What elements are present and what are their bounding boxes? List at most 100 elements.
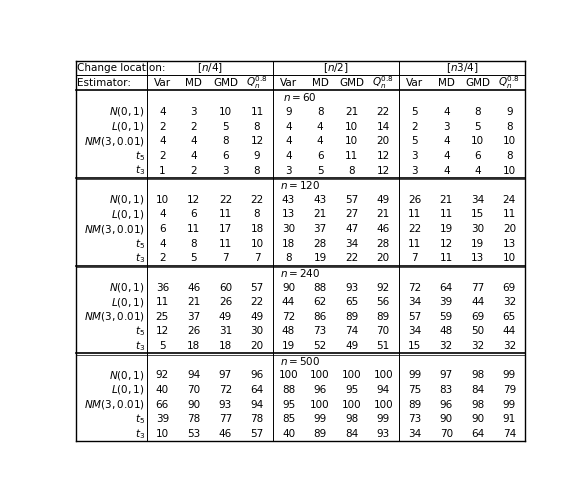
Text: 69: 69	[471, 312, 485, 322]
Text: $t_3$: $t_3$	[135, 164, 145, 177]
Text: 5: 5	[317, 166, 323, 175]
Text: 11: 11	[219, 239, 232, 248]
Text: $L(0,1)$: $L(0,1)$	[111, 120, 145, 133]
Text: 17: 17	[219, 224, 232, 234]
Text: Change location:: Change location:	[77, 63, 165, 73]
Text: 3: 3	[411, 151, 418, 161]
Text: 98: 98	[471, 400, 485, 410]
Text: 2: 2	[190, 166, 197, 175]
Text: 74: 74	[345, 327, 358, 336]
Text: 12: 12	[377, 166, 390, 175]
Text: $L(0,1)$: $L(0,1)$	[111, 296, 145, 309]
Text: 4: 4	[285, 136, 292, 146]
Text: 10: 10	[345, 122, 358, 132]
Text: GMD: GMD	[339, 78, 364, 88]
Text: MD: MD	[438, 78, 455, 88]
Text: MD: MD	[312, 78, 329, 88]
Text: 95: 95	[282, 400, 295, 410]
Text: 30: 30	[250, 327, 264, 336]
Text: 22: 22	[219, 195, 232, 205]
Text: 93: 93	[219, 400, 232, 410]
Text: 2: 2	[190, 122, 197, 132]
Text: 97: 97	[440, 370, 453, 380]
Text: 57: 57	[408, 312, 421, 322]
Text: 22: 22	[250, 297, 264, 307]
Text: 64: 64	[250, 385, 264, 395]
Text: 49: 49	[345, 341, 358, 351]
Text: 88: 88	[282, 385, 295, 395]
Text: 46: 46	[219, 429, 232, 439]
Text: $N(0,1)$: $N(0,1)$	[110, 281, 145, 294]
Text: $[n/2]$: $[n/2]$	[323, 61, 349, 75]
Text: 9: 9	[506, 107, 513, 117]
Text: $N(0,1)$: $N(0,1)$	[110, 369, 145, 382]
Text: 65: 65	[345, 297, 358, 307]
Text: 10: 10	[219, 107, 232, 117]
Text: $[n/4]$: $[n/4]$	[197, 61, 223, 75]
Text: 4: 4	[190, 151, 197, 161]
Text: 13: 13	[503, 239, 516, 248]
Text: 100: 100	[310, 400, 330, 410]
Text: 64: 64	[440, 283, 453, 293]
Text: 72: 72	[282, 312, 295, 322]
Text: 21: 21	[188, 297, 200, 307]
Text: 96: 96	[440, 400, 453, 410]
Text: 19: 19	[282, 341, 295, 351]
Text: 73: 73	[408, 414, 421, 424]
Text: 12: 12	[440, 239, 453, 248]
Text: 94: 94	[250, 400, 264, 410]
Text: 98: 98	[471, 370, 485, 380]
Text: 14: 14	[377, 122, 390, 132]
Text: 72: 72	[408, 283, 421, 293]
Text: 43: 43	[282, 195, 295, 205]
Text: 18: 18	[250, 224, 264, 234]
Text: 3: 3	[285, 166, 292, 175]
Text: 27: 27	[345, 209, 358, 219]
Text: 94: 94	[377, 385, 390, 395]
Text: 99: 99	[503, 400, 516, 410]
Text: 39: 39	[156, 414, 169, 424]
Text: 40: 40	[282, 429, 295, 439]
Text: $Q_n^{0.8}$: $Q_n^{0.8}$	[372, 75, 394, 91]
Text: 3: 3	[190, 107, 197, 117]
Text: 44: 44	[471, 297, 485, 307]
Text: 8: 8	[254, 122, 260, 132]
Text: 89: 89	[314, 429, 327, 439]
Text: 32: 32	[471, 341, 485, 351]
Text: 19: 19	[440, 224, 453, 234]
Text: 73: 73	[314, 327, 327, 336]
Text: 5: 5	[190, 253, 197, 263]
Text: 4: 4	[285, 122, 292, 132]
Text: 5: 5	[159, 341, 166, 351]
Text: 21: 21	[440, 195, 453, 205]
Text: 49: 49	[377, 195, 390, 205]
Text: Estimator:: Estimator:	[77, 78, 131, 88]
Text: 11: 11	[408, 209, 421, 219]
Text: 93: 93	[377, 429, 390, 439]
Text: 5: 5	[222, 122, 229, 132]
Text: 10: 10	[345, 136, 358, 146]
Text: 19: 19	[471, 239, 485, 248]
Text: $n = 240$: $n = 240$	[280, 267, 321, 279]
Text: 22: 22	[250, 195, 264, 205]
Text: 4: 4	[475, 166, 481, 175]
Text: 5: 5	[411, 136, 418, 146]
Text: 12: 12	[250, 136, 264, 146]
Text: 99: 99	[377, 414, 390, 424]
Text: 92: 92	[377, 283, 390, 293]
Text: 20: 20	[250, 341, 264, 351]
Text: $t_3$: $t_3$	[135, 339, 145, 353]
Text: 15: 15	[408, 341, 421, 351]
Text: 57: 57	[345, 195, 358, 205]
Text: 32: 32	[440, 341, 453, 351]
Text: 18: 18	[282, 239, 295, 248]
Text: 39: 39	[440, 297, 453, 307]
Text: 96: 96	[314, 385, 327, 395]
Text: 40: 40	[156, 385, 169, 395]
Text: 49: 49	[250, 312, 264, 322]
Text: 75: 75	[408, 385, 421, 395]
Text: 30: 30	[282, 224, 295, 234]
Text: 22: 22	[345, 253, 358, 263]
Text: 95: 95	[345, 385, 358, 395]
Text: $t_5$: $t_5$	[135, 149, 145, 163]
